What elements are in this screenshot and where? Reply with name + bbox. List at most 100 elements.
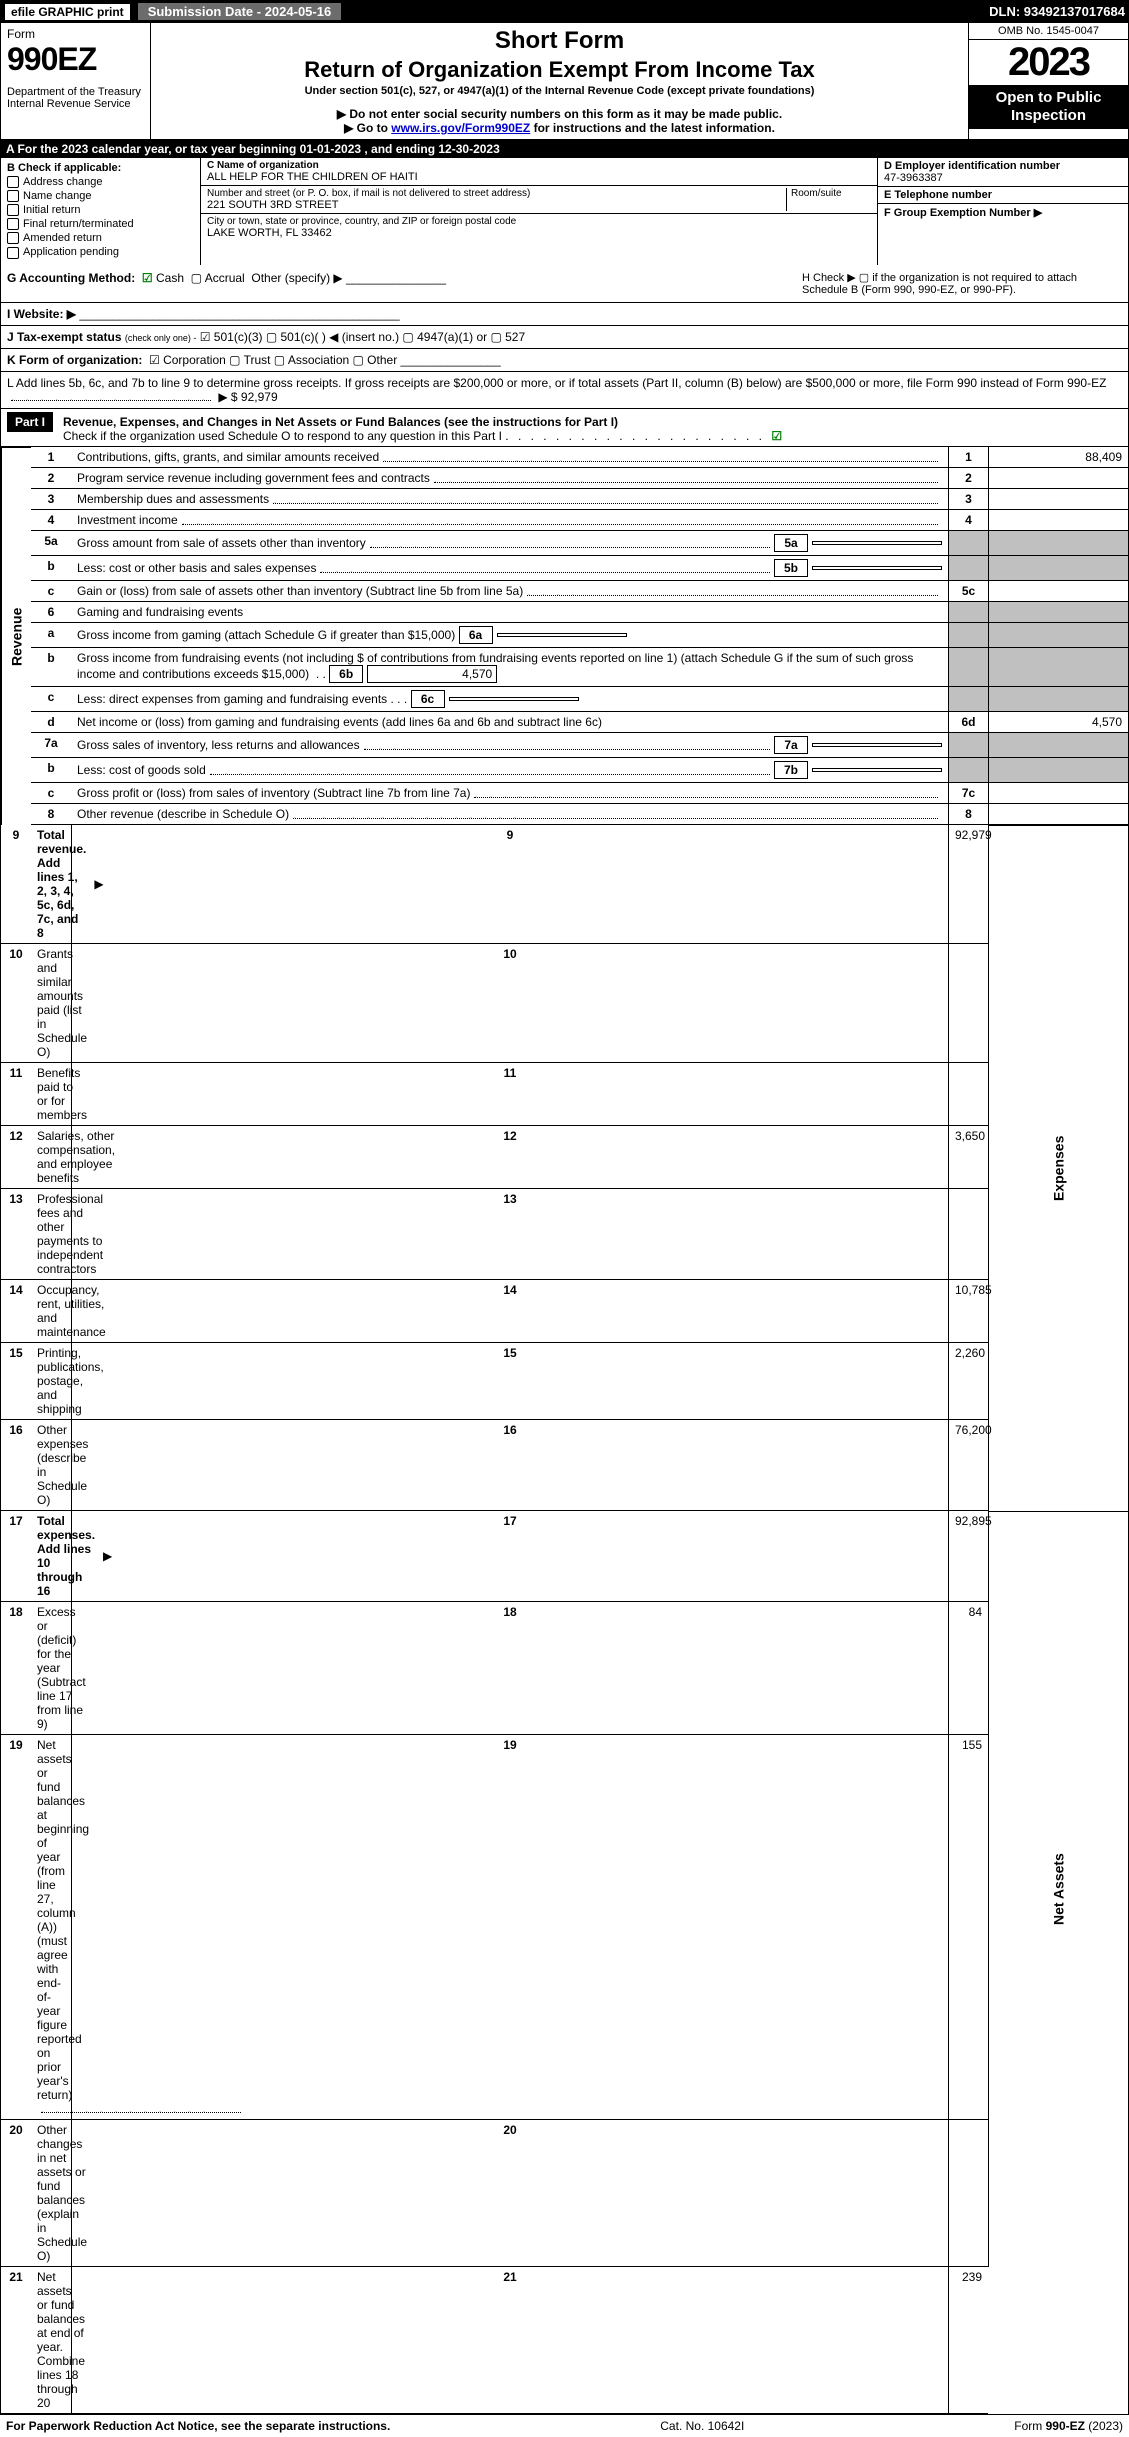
net-assets-label: Net Assets — [988, 1511, 1128, 2267]
irs-link[interactable]: www.irs.gov/Form990EZ — [391, 121, 530, 135]
line-6d: Net income or (loss) from gaming and fun… — [71, 712, 948, 733]
line-5c: Gain or (loss) from sale of assets other… — [71, 581, 948, 602]
cb-final-return[interactable]: Final return/terminated — [7, 218, 194, 230]
gh-row: G Accounting Method: ☑ Cash ▢ Accrual Ot… — [0, 265, 1129, 303]
j-label: J Tax-exempt status — [7, 330, 122, 344]
ein-cell: D Employer identification number 47-3963… — [878, 158, 1128, 187]
f-label: F Group Exemption Number ▶ — [884, 206, 1122, 219]
section-a-bar: A For the 2023 calendar year, or tax yea… — [0, 140, 1129, 158]
line-14: Occupancy, rent, utilities, and maintena… — [31, 1280, 71, 1343]
section-def: D Employer identification number 47-3963… — [878, 158, 1128, 265]
street-cell: Number and street (or P. O. box, if mail… — [201, 186, 877, 214]
cash-check-icon: ☑ — [142, 271, 153, 285]
line-5a: Gross amount from sale of assets other t… — [71, 531, 948, 556]
line-8: Other revenue (describe in Schedule O). … — [71, 804, 948, 825]
line-11: Benefits paid to or for members. . . . .… — [31, 1063, 71, 1126]
ein-value: 47-3963387 — [884, 172, 1122, 184]
tax-year: 2023 — [969, 40, 1128, 85]
website-row: I Website: ▶ ___________________________… — [0, 303, 1129, 326]
short-form-title: Short Form — [157, 27, 962, 55]
ssn-note: ▶ Do not enter social security numbers o… — [157, 107, 962, 121]
cb-name-change[interactable]: Name change — [7, 190, 194, 202]
j-sub: (check only one) - — [125, 333, 197, 343]
line-17-value: 92,895 — [948, 1511, 988, 1602]
line-1-value: 88,409 — [988, 447, 1128, 468]
c-name-label: C Name of organization — [207, 160, 871, 171]
line-6b: Gross income from fundraising events (no… — [71, 648, 948, 687]
accrual-check: ▢ — [191, 271, 202, 285]
part1-label: Part I — [7, 412, 53, 432]
line-13: Professional fees and other payments to … — [31, 1189, 71, 1280]
dln-label: DLN: 93492137017684 — [989, 4, 1125, 19]
group-exempt-cell: F Group Exemption Number ▶ — [878, 204, 1128, 221]
irs-label: Internal Revenue Service — [7, 98, 144, 110]
street-value: 221 SOUTH 3RD STREET — [207, 199, 786, 211]
form-number: 990EZ — [7, 41, 144, 78]
l-row: L Add lines 5b, 6c, and 7b to line 9 to … — [0, 372, 1129, 409]
line-19: Net assets or fund balances at beginning… — [31, 1735, 71, 2120]
city-value: LAKE WORTH, FL 33462 — [207, 227, 871, 239]
goto-note: ▶ Go to www.irs.gov/Form990EZ for instru… — [157, 121, 962, 135]
line-6d-value: 4,570 — [988, 712, 1128, 733]
goto-pre: ▶ Go to — [344, 121, 391, 135]
omb-number: OMB No. 1545-0047 — [969, 23, 1128, 40]
line-5b: Less: cost or other basis and sales expe… — [71, 556, 948, 581]
cb-pending[interactable]: Application pending — [7, 246, 194, 258]
line-15: Printing, publications, postage, and shi… — [31, 1343, 71, 1420]
section-c: C Name of organization ALL HELP FOR THE … — [201, 158, 878, 265]
line-10: Grants and similar amounts paid (list in… — [31, 944, 71, 1063]
line-3: Membership dues and assessments. . . . .… — [71, 489, 948, 510]
i-label: I Website: ▶ — [7, 307, 76, 321]
line-6c: Less: direct expenses from gaming and fu… — [71, 687, 948, 712]
line-14-value: 10,785 — [948, 1280, 988, 1343]
cb-address-change[interactable]: Address change — [7, 176, 194, 188]
form-word: Form — [7, 27, 144, 41]
tax-exempt-row: J Tax-exempt status (check only one) - ☑… — [0, 326, 1129, 349]
line-16-value: 76,200 — [948, 1420, 988, 1511]
line-7a: Gross sales of inventory, less returns a… — [71, 733, 948, 758]
line-6a: Gross income from gaming (attach Schedul… — [71, 623, 948, 648]
line-6: Gaming and fundraising events — [71, 602, 948, 623]
line-17: Total expenses. Add lines 10 through 16.… — [31, 1511, 71, 1602]
cb-amended[interactable]: Amended return — [7, 232, 194, 244]
submission-date-button[interactable]: Submission Date - 2024-05-16 — [137, 2, 343, 21]
page-footer: For Paperwork Reduction Act Notice, see … — [0, 2414, 1129, 2437]
line-9: Total revenue. Add lines 1, 2, 3, 4, 5c,… — [31, 825, 71, 944]
l-amount: ▶ $ 92,979 — [218, 390, 277, 404]
header-right: OMB No. 1545-0047 2023 Open to Public In… — [968, 23, 1128, 139]
line-18: Excess or (deficit) for the year (Subtra… — [31, 1602, 71, 1735]
street-label: Number and street (or P. O. box, if mail… — [207, 188, 786, 199]
city-cell: City or town, state or province, country… — [201, 214, 877, 241]
org-name-cell: C Name of organization ALL HELP FOR THE … — [201, 158, 877, 186]
efile-print-button[interactable]: efile GRAPHIC print — [4, 3, 131, 21]
line-12-value: 3,650 — [948, 1126, 988, 1189]
line-20: Other changes in net assets or fund bala… — [31, 2120, 71, 2267]
org-name: ALL HELP FOR THE CHILDREN OF HAITI — [207, 171, 871, 183]
part1-header: Part I Revenue, Expenses, and Changes in… — [0, 409, 1129, 447]
top-bar: efile GRAPHIC print Submission Date - 20… — [0, 0, 1129, 23]
line-7c: Gross profit or (loss) from sales of inv… — [71, 783, 948, 804]
city-label: City or town, state or province, country… — [207, 216, 871, 227]
subtitle: Under section 501(c), 527, or 4947(a)(1)… — [157, 85, 962, 97]
footer-right: Form 990-EZ (2023) — [1014, 2419, 1123, 2433]
section-b: B Check if applicable: Address change Na… — [1, 158, 201, 265]
part1-title: Revenue, Expenses, and Changes in Net As… — [63, 415, 618, 429]
b-title: B Check if applicable: — [7, 162, 194, 174]
k-opts: ☑ Corporation ▢ Trust ▢ Association ▢ Ot… — [149, 353, 397, 367]
footer-cat: Cat. No. 10642I — [660, 2419, 744, 2433]
line-12: Salaries, other compensation, and employ… — [31, 1126, 71, 1189]
goto-post: for instructions and the latest informat… — [534, 121, 775, 135]
main-table: Revenue 1 Contributions, gifts, grants, … — [0, 447, 1129, 2414]
line-15-value: 2,260 — [948, 1343, 988, 1420]
d-label: D Employer identification number — [884, 160, 1122, 172]
part1-sub: Check if the organization used Schedule … — [63, 429, 502, 443]
cb-initial-return[interactable]: Initial return — [7, 204, 194, 216]
header-center: Short Form Return of Organization Exempt… — [151, 23, 968, 139]
dept-label: Department of the Treasury — [7, 86, 144, 98]
line-9-value: 92,979 — [948, 825, 988, 944]
l-text: L Add lines 5b, 6c, and 7b to line 9 to … — [7, 376, 1106, 390]
line-7b: Less: cost of goods sold. . . . . . . . … — [71, 758, 948, 783]
line-21-value: 239 — [948, 2267, 988, 2414]
line-2: Program service revenue including govern… — [71, 468, 948, 489]
line-18-value: 84 — [948, 1602, 988, 1735]
